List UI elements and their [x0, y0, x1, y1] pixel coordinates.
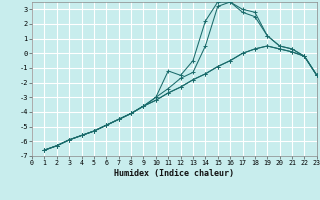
- X-axis label: Humidex (Indice chaleur): Humidex (Indice chaleur): [115, 169, 234, 178]
